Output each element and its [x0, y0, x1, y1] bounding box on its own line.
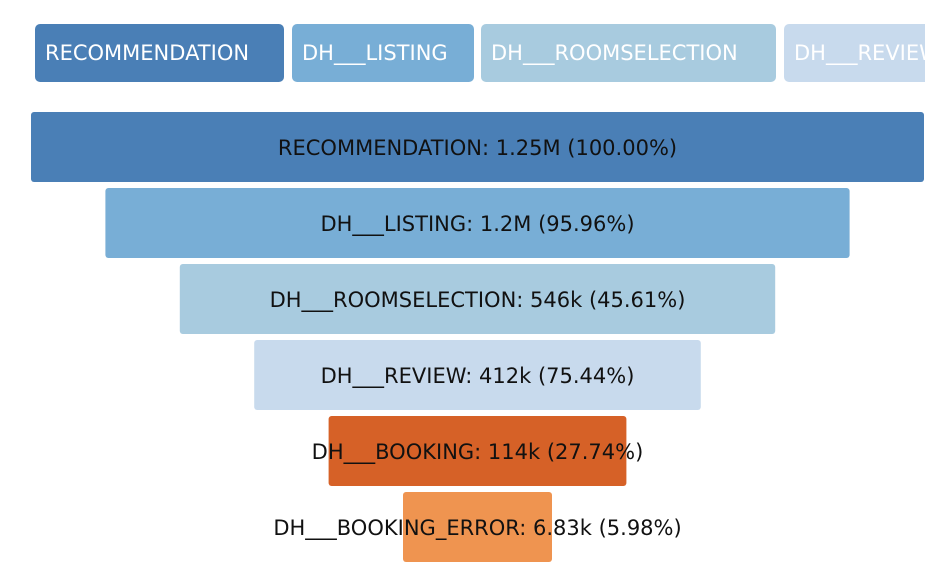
legend-item-roomselection[interactable]: DH___ROOMSELECTION: [481, 24, 776, 82]
funnel-bar-5[interactable]: [328, 416, 627, 486]
funnel-label-4: DH___REVIEW: 412k (75.44%): [321, 364, 635, 389]
legend-item-recommendation[interactable]: RECOMMENDATION: [35, 24, 284, 82]
funnel-label-2: DH___LISTING: 1.2M (95.96%): [320, 212, 634, 237]
funnel-bar-2[interactable]: [105, 188, 850, 258]
legend: RECOMMENDATION DH___LISTING DH___ROOMSEL…: [35, 24, 925, 84]
funnel-label-3: DH___ROOMSELECTION: 546k (45.61%): [270, 288, 686, 313]
legend-item-review[interactable]: DH___REVIEW: [784, 24, 925, 82]
legend-item-listing[interactable]: DH___LISTING: [292, 24, 474, 82]
funnel-label-5: DH___BOOKING: 114k (27.74%): [312, 440, 644, 465]
funnel-bar-4[interactable]: [254, 340, 701, 410]
funnel-bar-1[interactable]: [31, 112, 924, 182]
funnel-bar-3[interactable]: [179, 264, 776, 334]
funnel-label-1: RECOMMENDATION: 1.25M (100.00%): [278, 136, 677, 160]
funnel-label-6: DH___BOOKING_ERROR: 6.83k (5.98%): [273, 516, 681, 541]
funnel-bar-6[interactable]: [403, 492, 552, 562]
